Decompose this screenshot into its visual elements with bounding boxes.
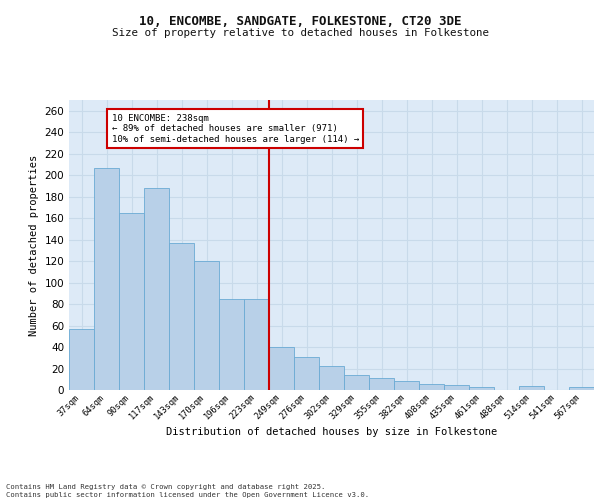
Bar <box>394 382 419 390</box>
Bar <box>369 378 394 390</box>
Bar <box>144 188 169 390</box>
Bar <box>269 347 294 390</box>
Text: Size of property relative to detached houses in Folkestone: Size of property relative to detached ho… <box>112 28 488 38</box>
Text: 10 ENCOMBE: 238sqm
← 89% of detached houses are smaller (971)
10% of semi-detach: 10 ENCOMBE: 238sqm ← 89% of detached hou… <box>112 114 359 144</box>
Bar <box>569 387 594 390</box>
Bar <box>94 168 119 390</box>
Bar <box>244 298 269 390</box>
Bar <box>444 384 469 390</box>
Bar <box>519 386 544 390</box>
Bar <box>294 356 319 390</box>
Bar <box>319 366 344 390</box>
Bar <box>119 213 144 390</box>
Text: Contains HM Land Registry data © Crown copyright and database right 2025.
Contai: Contains HM Land Registry data © Crown c… <box>6 484 369 498</box>
X-axis label: Distribution of detached houses by size in Folkestone: Distribution of detached houses by size … <box>166 427 497 437</box>
Bar <box>194 261 219 390</box>
Bar <box>469 387 494 390</box>
Bar <box>169 243 194 390</box>
Bar <box>344 375 369 390</box>
Bar <box>419 384 444 390</box>
Bar <box>69 329 94 390</box>
Text: 10, ENCOMBE, SANDGATE, FOLKESTONE, CT20 3DE: 10, ENCOMBE, SANDGATE, FOLKESTONE, CT20 … <box>139 15 461 28</box>
Bar <box>219 298 244 390</box>
Y-axis label: Number of detached properties: Number of detached properties <box>29 154 39 336</box>
